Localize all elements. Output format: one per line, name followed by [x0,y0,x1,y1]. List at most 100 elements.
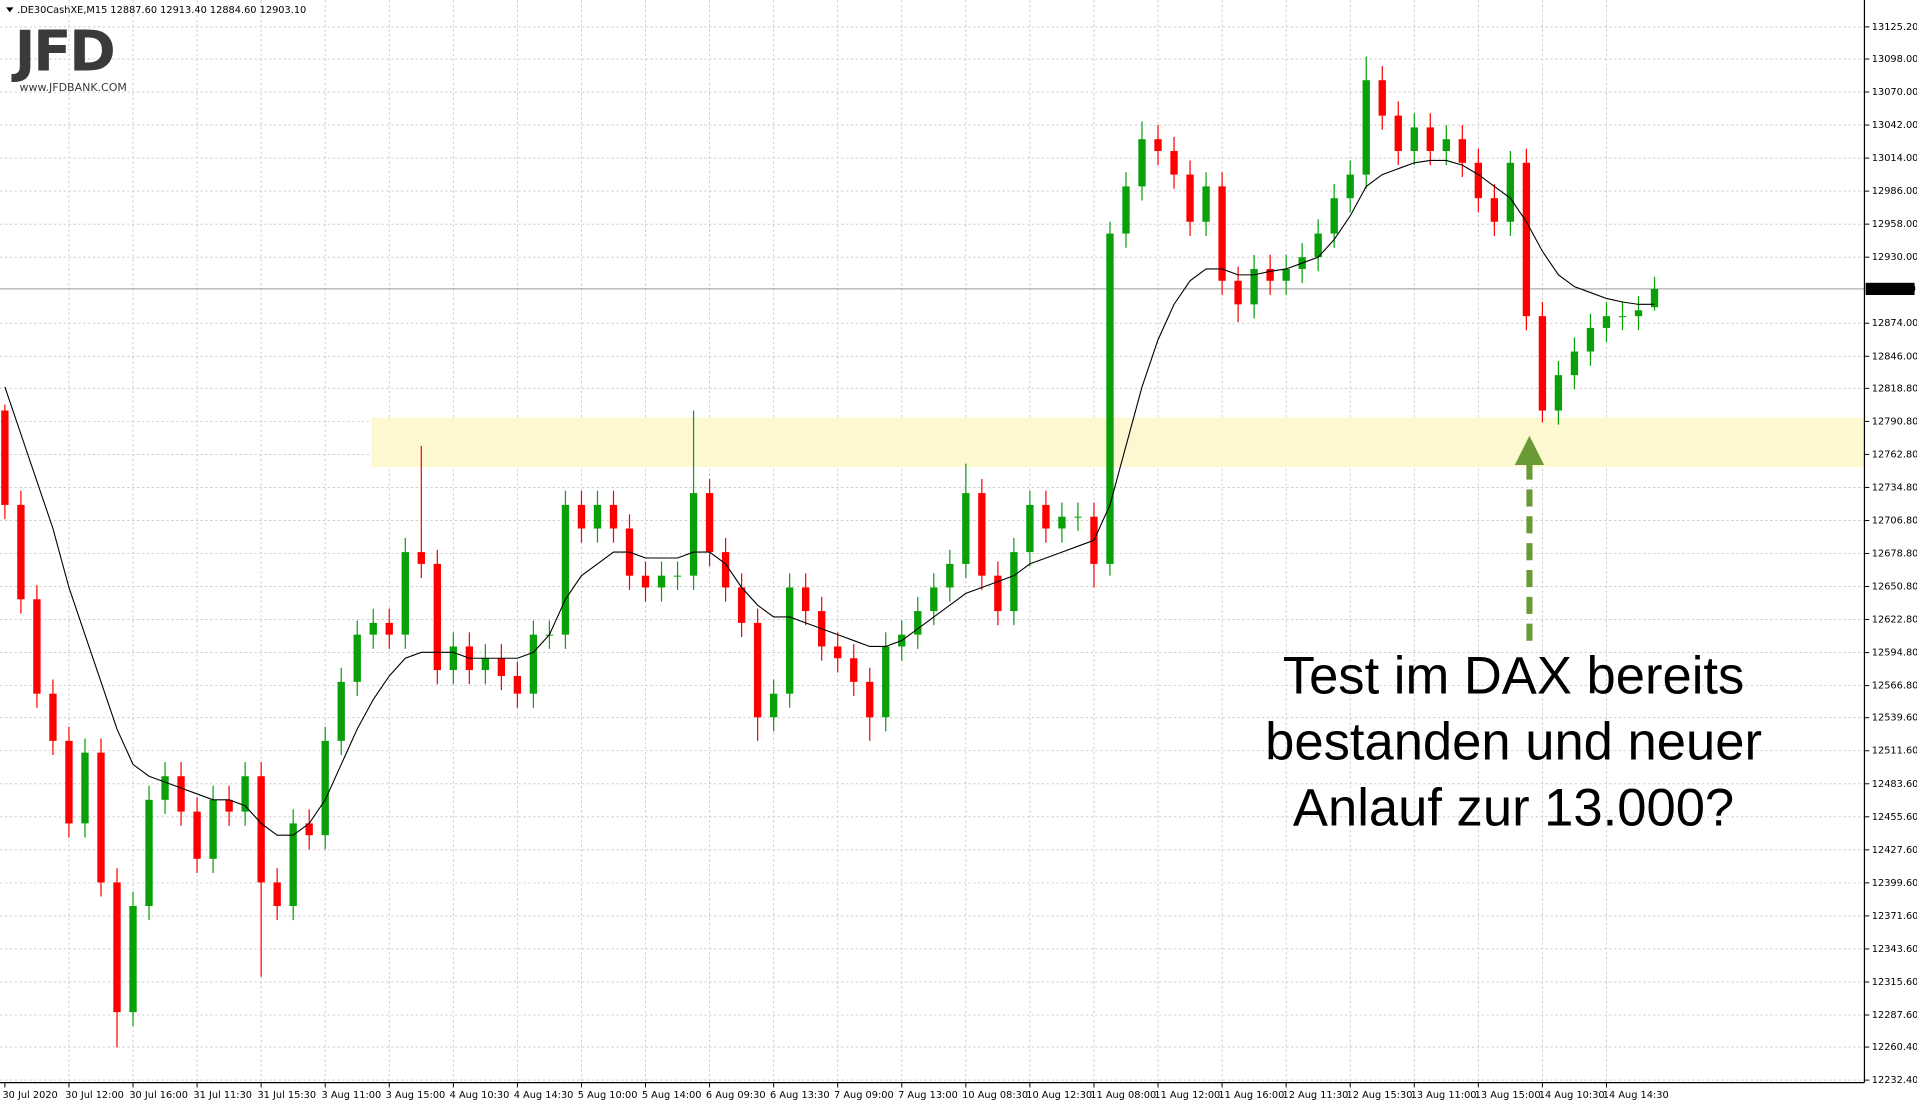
y-tick-label: 13098.00 [1872,54,1917,65]
candle-body [81,752,89,824]
candle-body [1314,233,1322,258]
candle-body [1570,351,1579,376]
candle-body [609,504,618,529]
candle-body [193,811,201,859]
x-tick-label: 14 Aug 10:30 [1539,1090,1605,1101]
x-tick-label: 12 Aug 15:30 [1347,1090,1413,1101]
candle-body [241,776,249,812]
x-tick-label: 3 Aug 15:00 [386,1090,446,1101]
candle-body [1042,504,1050,529]
candle-body [1266,268,1274,281]
candle-body [705,493,714,553]
y-tick-label: 12678.80 [1872,549,1917,560]
zone-layer [371,417,1865,468]
candle-body [353,634,361,682]
x-tick-label: 7 Aug 09:00 [834,1090,894,1101]
x-tick-label: 12 Aug 11:30 [1282,1090,1348,1101]
x-tick-label: 30 Jul 16:00 [129,1090,188,1101]
arrow-head [1514,435,1545,466]
y-tick-label: 12930.00 [1872,252,1917,263]
y-tick-label: 12594.80 [1872,648,1917,659]
y-tick-label: 12762.80 [1872,449,1917,460]
candle-body [561,504,570,635]
x-tick-label: 14 Aug 14:30 [1603,1090,1669,1101]
candle-body [1426,127,1434,151]
y-tick-label: 12427.60 [1872,845,1917,856]
candle-body [769,693,778,718]
candle-body [513,675,522,694]
candle-body [129,905,137,1013]
candle-body [1634,310,1643,317]
candle-body [1538,316,1547,411]
logo-url: www.JFDBANK.COM [20,81,127,94]
candle-body [1010,552,1018,612]
candle-body [834,646,842,659]
x-tick-label: 7 Aug 13:00 [898,1090,958,1101]
annotation-line: Test im DAX bereits [1283,647,1744,706]
candle-body [49,693,57,741]
candle-body [657,575,666,588]
y-tick-label: 12734.80 [1872,482,1917,493]
y-tick-label: 13125.20 [1872,22,1917,33]
candle-body [369,622,377,635]
y-tick-label: 12650.80 [1872,582,1917,593]
candle-body [433,563,441,671]
candle-body [850,658,858,682]
last-price-label: 12903.10 [1869,284,1916,295]
candle-body [449,646,457,671]
candle-body [689,493,698,576]
y-tick-label: 12958.00 [1872,219,1917,230]
candle-body [1346,174,1354,199]
candle-body [1330,198,1338,234]
chart-title: .DE30CashXE,M15 12887.60 12913.40 12884.… [17,5,306,16]
candle-body [289,823,297,906]
candle-body [1058,516,1066,529]
y-tick-label: 12343.60 [1872,944,1917,955]
x-tick-label: 4 Aug 10:30 [450,1090,510,1101]
candle-body [1458,139,1466,163]
candle-body [385,622,393,635]
logo: JFD [11,20,114,85]
x-tick-label: 30 Jul 2020 [2,1090,57,1101]
x-tick-label: 13 Aug 11:00 [1411,1090,1477,1101]
candle-body [1554,375,1563,411]
moving-average [4,159,1655,836]
y-tick-label: 12539.60 [1872,713,1917,724]
candle-body [1074,516,1082,518]
candle-body [273,882,281,906]
support-zone [371,417,1865,468]
candle-body [529,634,538,694]
candle-body [737,587,746,623]
y-tick-label: 13014.00 [1872,153,1917,164]
candle-body [497,658,506,676]
y-tick-label: 12818.80 [1872,383,1917,394]
candle-body [802,587,810,612]
candle-body [257,776,265,883]
candle-body [1490,198,1499,222]
x-tick-label: 6 Aug 09:30 [706,1090,766,1101]
candle-body [1602,316,1611,328]
candle-body [145,799,153,906]
menu-triangle[interactable] [6,7,14,13]
last-price-box [1865,282,1915,296]
x-tick-label: 30 Jul 12:00 [65,1090,124,1101]
y-tick-label: 12790.80 [1872,416,1917,427]
x-tick-label: 31 Jul 11:30 [193,1090,252,1101]
candle-body [673,575,682,577]
candle-body [481,658,490,671]
candle-body [721,552,730,588]
y-tick-label: 12399.60 [1872,878,1917,889]
candle-body [1218,186,1226,281]
candle-body [337,681,345,741]
candle-body [577,504,586,529]
y-tick-label: 12287.60 [1872,1010,1917,1021]
candle-body [65,740,73,824]
candle-body [641,575,650,588]
candle-body [753,622,762,718]
candle-body [113,882,121,1013]
candle-body [1186,174,1194,222]
candle-body [1026,504,1034,553]
candle-body [1202,186,1210,222]
candle-body [930,587,938,612]
